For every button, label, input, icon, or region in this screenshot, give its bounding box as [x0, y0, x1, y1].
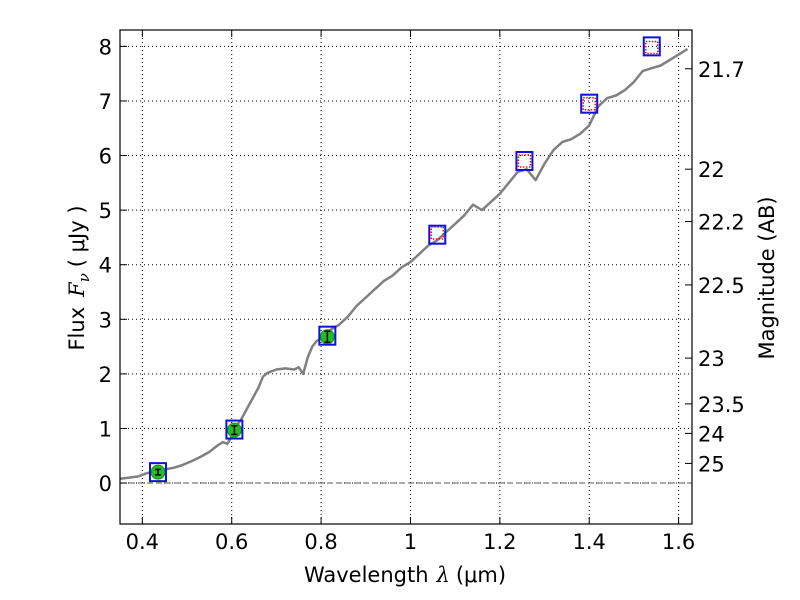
magnitude-tick-label: 22.5	[698, 274, 745, 298]
model-photometry-box	[318, 325, 337, 346]
magnitude-tick-label: 25	[698, 452, 725, 476]
axis-ticks: 0.4 0.6 0.8 1 1.2 1.4 1.601234567821.72222.222…	[99, 30, 745, 554]
magnitude-axis-title: Magnitude (AB)	[755, 196, 779, 359]
upper-limit-marker	[645, 40, 659, 55]
magnitude-tick-label: 21.7	[698, 58, 745, 82]
y-tick-label: 3	[99, 308, 112, 332]
upper-limit-marker	[582, 96, 596, 111]
model-photometry-box	[580, 93, 599, 114]
y-tick-label: 8	[99, 35, 112, 59]
model-photometry-box	[642, 36, 661, 57]
x-tick-label: 1.6	[662, 530, 695, 554]
y-tick-label: 1	[99, 417, 112, 441]
x-axis-title-unit: (μm)	[456, 563, 506, 587]
magnitude-tick-label: 22	[698, 158, 725, 182]
x-tick-label: 0.6	[215, 530, 248, 554]
model-photometry-box	[515, 151, 534, 172]
x-tick-label: 0.4	[126, 530, 159, 554]
upper-limit-marker	[517, 154, 532, 168]
magnitude-tick-label: 23.5	[698, 393, 745, 417]
x-axis-title: Wavelength λ (μm)	[304, 563, 506, 587]
model-photometry-box	[148, 462, 167, 483]
magnitude-tick-label: 23	[698, 347, 725, 371]
y-axis-title-subscript: ν	[75, 273, 93, 282]
model-photometry-box	[225, 419, 244, 440]
x-tick-label: 1	[404, 530, 417, 554]
y-tick-label: 7	[99, 90, 112, 114]
y-axis-title-symbol: F	[65, 281, 89, 298]
x-axis-title-symbol: λ	[436, 563, 450, 587]
upper-limit-marker	[430, 226, 445, 240]
y-tick-label: 6	[99, 145, 112, 169]
x-tick-label: 1.2	[483, 530, 516, 554]
y-tick-label: 0	[99, 472, 112, 496]
x-tick-label: 0.8	[304, 530, 337, 554]
magnitude-tick-label: 22.2	[698, 211, 745, 235]
y-tick-label: 5	[99, 199, 112, 223]
x-axis-title-prefix: Wavelength	[304, 563, 429, 587]
spectrum-line	[119, 48, 689, 480]
y-axis-title-unit: ( μJy )	[65, 205, 89, 267]
plot-frame	[119, 29, 693, 525]
magnitude-tick-label: 24	[698, 422, 725, 446]
y-axis-title: Flux Fν ( μJy )	[65, 205, 93, 350]
photometry-marks	[148, 36, 661, 483]
y-tick-label: 2	[99, 363, 112, 387]
y-axis-title-prefix: Flux	[65, 307, 89, 351]
y-tick-label: 4	[99, 254, 112, 278]
model-photometry-box	[428, 224, 447, 245]
x-tick-label: 1.4	[573, 530, 606, 554]
